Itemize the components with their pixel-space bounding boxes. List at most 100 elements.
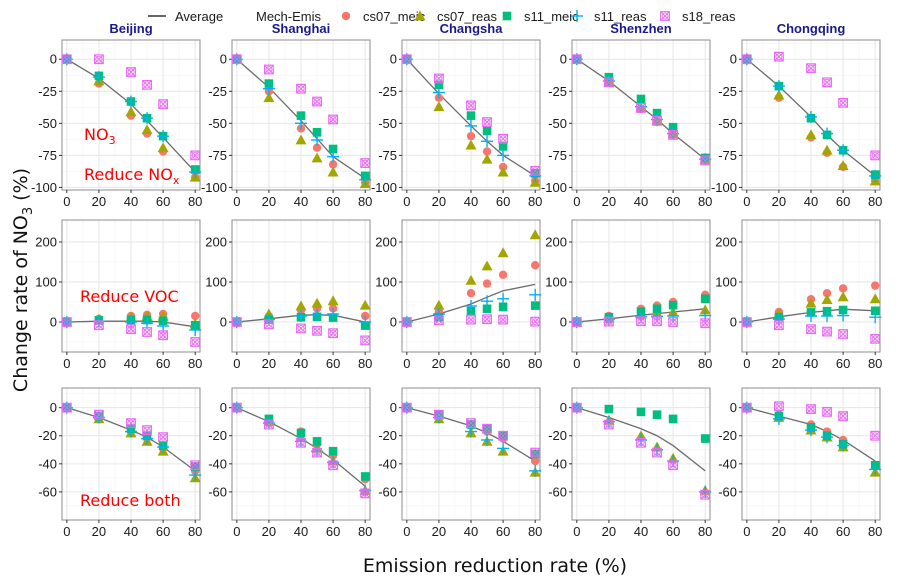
x-tick-label: 80 [358, 194, 372, 209]
point-s18_reas-mark-box [652, 316, 662, 327]
point-s18_reas-mark-d2 [62, 54, 72, 64]
point-s11_reas [529, 288, 542, 301]
point-s18_reas-mark-c [871, 335, 879, 343]
point-s18_reas-mark-d2 [434, 410, 444, 420]
point-cs07_reas-mark [773, 89, 785, 100]
x-tick-label: 0 [233, 194, 240, 209]
point-s18_reas-mark-c [871, 151, 879, 159]
x-tick-label: 40 [634, 356, 648, 371]
point-s11_meic [668, 300, 678, 310]
point-s18_reas [498, 430, 508, 441]
point-s18_reas [482, 314, 492, 325]
point-s18_reas-mark-c [329, 329, 337, 337]
point-s18_reas-mark-c [573, 318, 581, 326]
point-cs07_reas-mark [327, 295, 339, 306]
x-tick-label: 80 [698, 524, 712, 539]
point-s18_reas-mark-box [94, 320, 104, 331]
point-cs07_reas-mark [821, 294, 833, 304]
point-s18_reas-mark-d2 [604, 419, 614, 430]
point-s18_reas-mark-box [126, 67, 136, 77]
point-s18_reas-mark-box [806, 404, 816, 414]
point-s18_reas-mark-d2 [870, 334, 880, 344]
point-s18_reas-mark-c [807, 405, 815, 413]
point-s18_reas-mark-box [264, 64, 274, 75]
x-tick-label: 40 [804, 524, 818, 539]
point-s18_reas-mark-d2 [94, 320, 104, 330]
point-s18_reas-mark-c [701, 157, 709, 164]
point-s18_reas-mark-box [741, 402, 752, 413]
point-s18_reas-mark-d2 [360, 335, 370, 346]
point-s11_meic-mark [700, 294, 710, 304]
y-axis-title-part2: (%) [10, 168, 32, 207]
point-s18_reas-mark-c [637, 439, 645, 447]
point-s18_reas [142, 425, 152, 436]
point-s18_reas [806, 63, 816, 74]
point-s18_reas [231, 317, 242, 327]
point-cs07_reas-mark [465, 139, 477, 150]
point-s18_reas-mark-box [700, 489, 711, 500]
point-s18_reas [328, 328, 338, 339]
point-s18_reas-mark-c [531, 167, 539, 175]
point-s18_reas-mark-c [159, 433, 167, 441]
point-s18_reas-mark-c [435, 411, 443, 419]
point-s11_meic-mark [498, 302, 508, 312]
point-s11_reas [327, 150, 340, 163]
point-s18_reas-mark-c [467, 101, 475, 109]
point-s18_reas [312, 447, 322, 458]
point-s11_reas [295, 310, 307, 322]
point-s18_reas-mark-d2 [572, 403, 582, 413]
point-s18_reas-mark-d2 [312, 447, 322, 458]
point-s18_reas [870, 150, 881, 161]
point-s18_reas-mark-box [434, 409, 444, 420]
x-tick-label: 20 [92, 194, 106, 209]
point-s18_reas [636, 437, 646, 448]
point-s11_meic [530, 301, 540, 310]
point-s18_reas [61, 54, 72, 65]
point-cs07_reas-mark [497, 166, 509, 177]
point-s18_reas-mark-c [361, 489, 369, 497]
x-tick-label: 80 [868, 524, 882, 539]
point-s18_reas-mark-d2 [498, 431, 508, 441]
point-cs07_reas [805, 129, 817, 140]
point-s18_reas-mark-d2 [264, 319, 274, 330]
panel-chongqing-reduce-voc: 0 100 200 0 20 40 60 80 [715, 219, 882, 371]
y-tick-label: -75 [378, 148, 397, 163]
legend-marker-cs07_meic [341, 11, 351, 21]
point-s18_reas-mark-c [95, 411, 103, 419]
point-s11_reas [157, 320, 170, 332]
point-s11_reas [92, 71, 105, 84]
point-s18_reas-mark-d2 [838, 411, 848, 421]
point-s18_reas-mark-c [233, 318, 241, 326]
point-s11_meic [604, 404, 614, 414]
point-s18_reas-mark-d2 [822, 77, 832, 87]
point-s18_reas-mark-d2 [402, 317, 412, 327]
point-s11_meic [482, 126, 492, 136]
point-cs07_meic [312, 143, 322, 152]
point-s18_reas-mark-box [466, 314, 476, 325]
point-cs07_reas-mark [157, 142, 169, 153]
y-tick-label: 0 [50, 315, 57, 330]
point-s18_reas-mark-c [605, 318, 613, 326]
point-s18_reas [741, 402, 752, 413]
point-s18_reas-mark-d2 [806, 324, 816, 334]
point-s18_reas-mark-box [94, 54, 104, 65]
point-cs07_reas [157, 142, 169, 153]
point-s18_reas-mark-d2 [126, 418, 136, 428]
point-s11_meic [530, 449, 540, 459]
point-s18_reas [312, 325, 322, 336]
point-s18_reas-mark-c [143, 328, 151, 336]
point-s18_reas-mark-box [190, 337, 201, 347]
city-titles: Beijing Shanghai Changsha Shenzhen Chongqing [109, 21, 845, 36]
legend-group-title: Mech-Emis [256, 9, 322, 24]
point-cs07_reas [497, 247, 509, 258]
point-s11_meic [312, 437, 322, 446]
point-s18_reas-mark-d2 [530, 166, 540, 176]
annotation-no3-sub: 3 [109, 134, 116, 147]
point-s18_reas [652, 115, 662, 126]
point-s18_reas-mark-d2 [62, 403, 72, 413]
point-cs07_reas-mark [481, 153, 493, 164]
point-s11_meic-mark [466, 420, 476, 429]
point-s18_reas-mark-d2 [482, 314, 492, 324]
panel-chongqing-reduce-both: 0 -20 -40 -60 0 20 40 60 80 [718, 387, 882, 539]
point-s18_reas-mark-d2 [482, 117, 492, 127]
